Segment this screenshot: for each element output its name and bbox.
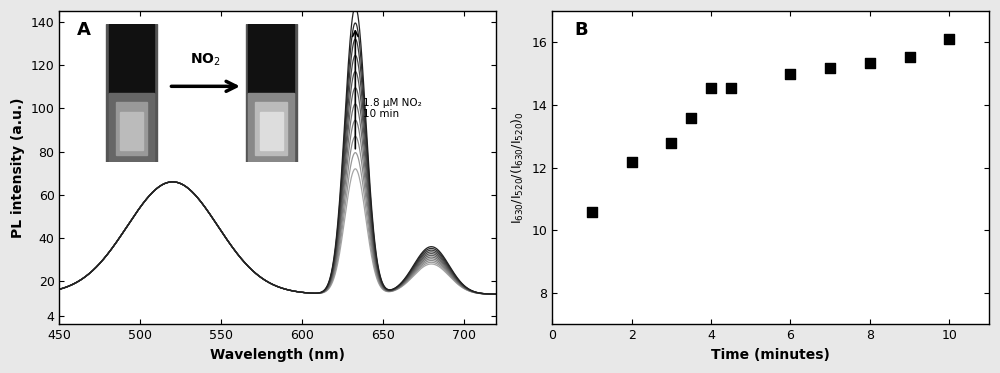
Text: A: A <box>77 21 91 38</box>
Text: NO$_2$: NO$_2$ <box>190 51 221 68</box>
Point <box>624 159 640 164</box>
X-axis label: Wavelength (nm): Wavelength (nm) <box>210 348 345 362</box>
Point <box>902 54 918 60</box>
Text: B: B <box>574 21 588 38</box>
Point <box>782 71 798 77</box>
Point <box>663 140 679 146</box>
Point <box>703 85 719 91</box>
Point <box>723 85 739 91</box>
Point <box>822 65 838 70</box>
Point <box>683 115 699 120</box>
Point <box>584 209 600 214</box>
Text: 1.8 μM NO₂
10 min: 1.8 μM NO₂ 10 min <box>363 98 422 119</box>
Y-axis label: PL intensity (a.u.): PL intensity (a.u.) <box>11 98 25 238</box>
Y-axis label: $\mathrm{I_{630}/I_{520}/(I_{630}/I_{520})_0}$: $\mathrm{I_{630}/I_{520}/(I_{630}/I_{520… <box>510 111 526 224</box>
Point <box>941 36 957 42</box>
Point <box>862 60 878 66</box>
X-axis label: Time (minutes): Time (minutes) <box>711 348 830 362</box>
